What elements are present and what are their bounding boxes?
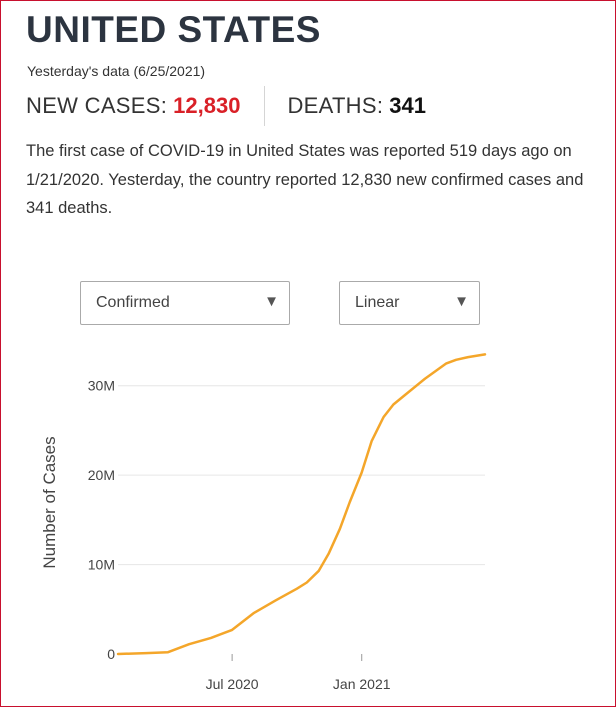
- deaths-value: 341: [389, 93, 426, 118]
- new-cases-value: 12,830: [173, 93, 241, 118]
- new-cases-label: NEW CASES:: [26, 93, 168, 118]
- x-tick-label: Jan 2021: [333, 676, 391, 692]
- y-tick-label: 10M: [88, 557, 115, 573]
- caret-down-icon: ▼: [454, 293, 469, 310]
- data-date: Yesterday's data (6/25/2021): [27, 63, 206, 79]
- series-line-confirmed: [116, 353, 487, 656]
- scale-select[interactable]: Linear ▼: [339, 281, 480, 325]
- y-tick-label: 0: [107, 646, 115, 662]
- summary-text: The first case of COVID-19 in United Sta…: [26, 142, 584, 217]
- stats-divider: [264, 86, 266, 126]
- deaths-label: DEATHS:: [287, 93, 384, 118]
- y-axis-label: Number of Cases: [40, 436, 59, 568]
- metric-select-value: Confirmed: [96, 294, 170, 311]
- scale-select-value: Linear: [355, 294, 400, 311]
- caret-down-icon: ▼: [264, 293, 279, 310]
- page-title: UNITED STATES: [26, 9, 321, 50]
- metric-select[interactable]: Confirmed ▼: [80, 281, 290, 325]
- y-tick-label: 30M: [88, 378, 115, 394]
- x-tick-label: Jul 2020: [206, 676, 259, 692]
- stats-row: NEW CASES: 12,830 DEATHS: 341: [26, 86, 426, 126]
- y-tick-label: 20M: [88, 467, 115, 483]
